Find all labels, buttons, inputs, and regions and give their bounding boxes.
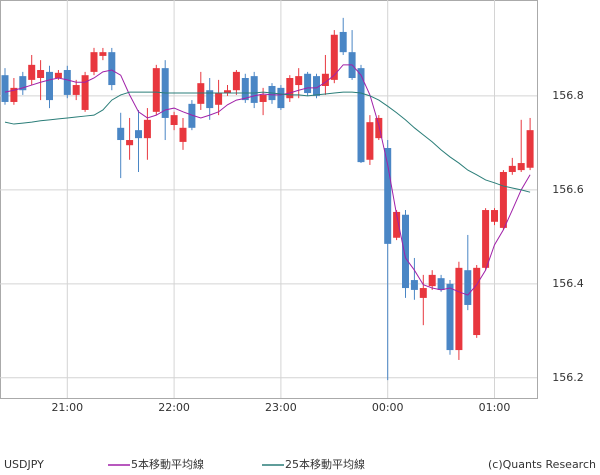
candle-body <box>464 270 472 305</box>
candle-body <box>54 72 62 79</box>
candle-body <box>330 34 338 80</box>
candle-body <box>152 68 160 112</box>
y-tick-label: 156.6 <box>552 183 584 196</box>
candle-body <box>232 71 240 91</box>
y-tick-label: 156.2 <box>552 371 584 384</box>
candle-body <box>508 165 516 172</box>
symbol: USDJPY <box>4 458 44 471</box>
candle-body <box>499 171 507 228</box>
candle-body <box>357 68 365 163</box>
candle-body <box>437 278 445 290</box>
candle-body <box>81 75 89 110</box>
moving-average-line <box>4 64 531 296</box>
candle-body <box>108 52 116 86</box>
candle-body <box>143 119 151 139</box>
candle-body <box>393 211 401 238</box>
candle-body <box>304 73 312 94</box>
candle-body <box>526 130 534 168</box>
candle-body <box>63 70 71 95</box>
candle-body <box>126 140 134 146</box>
candle-body <box>72 85 80 95</box>
candle-body <box>10 87 18 102</box>
candle-body <box>491 210 498 222</box>
candle-body <box>19 76 27 91</box>
candle-body <box>277 87 285 109</box>
candle-body <box>250 76 258 103</box>
marks <box>1 17 534 381</box>
candle-body <box>46 71 53 101</box>
candle-body <box>179 127 187 142</box>
candle-body <box>402 214 409 289</box>
candle-body <box>1 75 9 102</box>
legend-label: 5本移動平均線 <box>131 457 204 471</box>
candle-body <box>446 283 454 351</box>
candle-body <box>241 78 249 101</box>
candle-body <box>366 122 374 160</box>
x-tick-label: 22:00 <box>158 401 190 414</box>
legend-label: 25本移動平均線 <box>285 457 365 471</box>
candle-body <box>473 267 481 336</box>
source: (c)Quants Research <box>488 458 596 471</box>
candle-body <box>482 210 490 268</box>
candle-body <box>384 148 392 244</box>
candle-body <box>135 130 142 139</box>
candle-body <box>99 52 107 56</box>
candle-body <box>28 64 36 80</box>
candle-body <box>321 73 329 86</box>
y-tick-label: 156.8 <box>552 89 584 102</box>
candle-body <box>410 280 418 290</box>
candle-body <box>206 90 214 109</box>
candle-body <box>295 76 303 86</box>
labels: 156.2 156.4 156.6 156.8 21:00 22:00 23:00 00:00… <box>51 89 583 414</box>
candle-body <box>215 93 223 105</box>
x-tick-label: 23:00 <box>265 401 297 414</box>
candle-body <box>286 78 294 99</box>
candle-body <box>170 115 178 125</box>
candle-body <box>259 94 267 102</box>
x-tick-label: 01:00 <box>479 401 511 414</box>
candle-body <box>428 274 436 287</box>
y-tick-label: 156.4 <box>552 277 584 290</box>
candle-body <box>375 117 383 139</box>
candle-body <box>224 90 231 94</box>
candle-body <box>517 163 525 171</box>
moving-average-line <box>4 91 531 193</box>
candle-body <box>90 52 98 72</box>
candle-body <box>313 76 320 96</box>
candle-body <box>37 70 45 79</box>
candle-body <box>419 288 427 298</box>
candle-body <box>455 267 463 351</box>
candle-body <box>188 103 196 128</box>
x-tick-label: 00:00 <box>372 401 404 414</box>
candle-body <box>117 127 125 141</box>
x-tick-label: 21:00 <box>51 401 83 414</box>
candle-body <box>339 31 347 53</box>
